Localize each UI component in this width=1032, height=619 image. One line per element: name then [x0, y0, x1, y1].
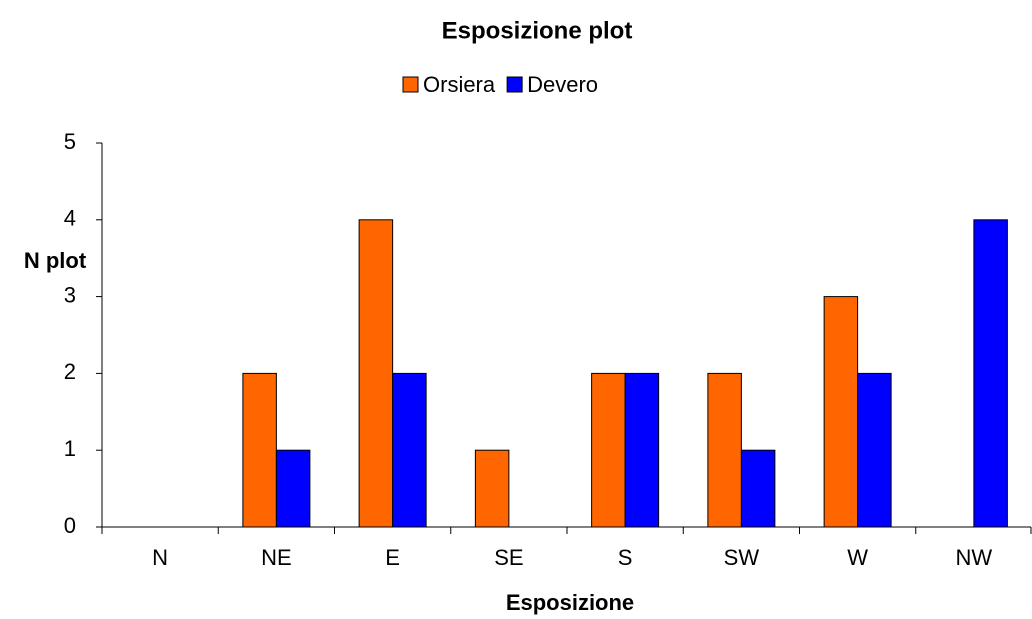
y-tick-label: 2	[64, 359, 76, 384]
y-tick-label: 1	[64, 436, 76, 461]
legend-label: Orsiera	[423, 72, 496, 97]
x-tick-label: N	[152, 545, 168, 570]
y-axis-label: N plot	[24, 248, 87, 273]
bar	[973, 219, 1008, 528]
x-tick-label: NW	[956, 545, 993, 570]
bar	[624, 372, 660, 528]
bar	[275, 449, 311, 528]
bar	[474, 449, 510, 528]
legend-label: Devero	[527, 72, 598, 97]
x-tick-label: E	[385, 545, 400, 570]
bar	[392, 372, 427, 528]
x-tick-label: S	[618, 545, 633, 570]
legend: Orsiera Devero	[402, 72, 598, 97]
y-tick-label: 4	[64, 206, 76, 231]
y-tick-label: 3	[64, 282, 76, 307]
x-tick-label: NE	[261, 545, 292, 570]
bar	[358, 219, 394, 528]
y-tick-label: 5	[64, 129, 76, 154]
x-tick-label: SE	[494, 545, 523, 570]
chart-title: Esposizione plot	[442, 17, 633, 44]
bar	[857, 372, 892, 528]
bar	[823, 296, 859, 528]
bar	[740, 449, 776, 528]
bar	[242, 372, 277, 528]
x-axis-label: Esposizione	[506, 590, 634, 615]
bar	[591, 372, 626, 528]
y-tick-label: 0	[64, 513, 76, 538]
x-tick-label: W	[847, 545, 868, 570]
x-tick-label: SW	[724, 545, 760, 570]
legend-swatch	[506, 76, 523, 93]
bar	[707, 372, 742, 528]
legend-swatch	[402, 76, 419, 93]
